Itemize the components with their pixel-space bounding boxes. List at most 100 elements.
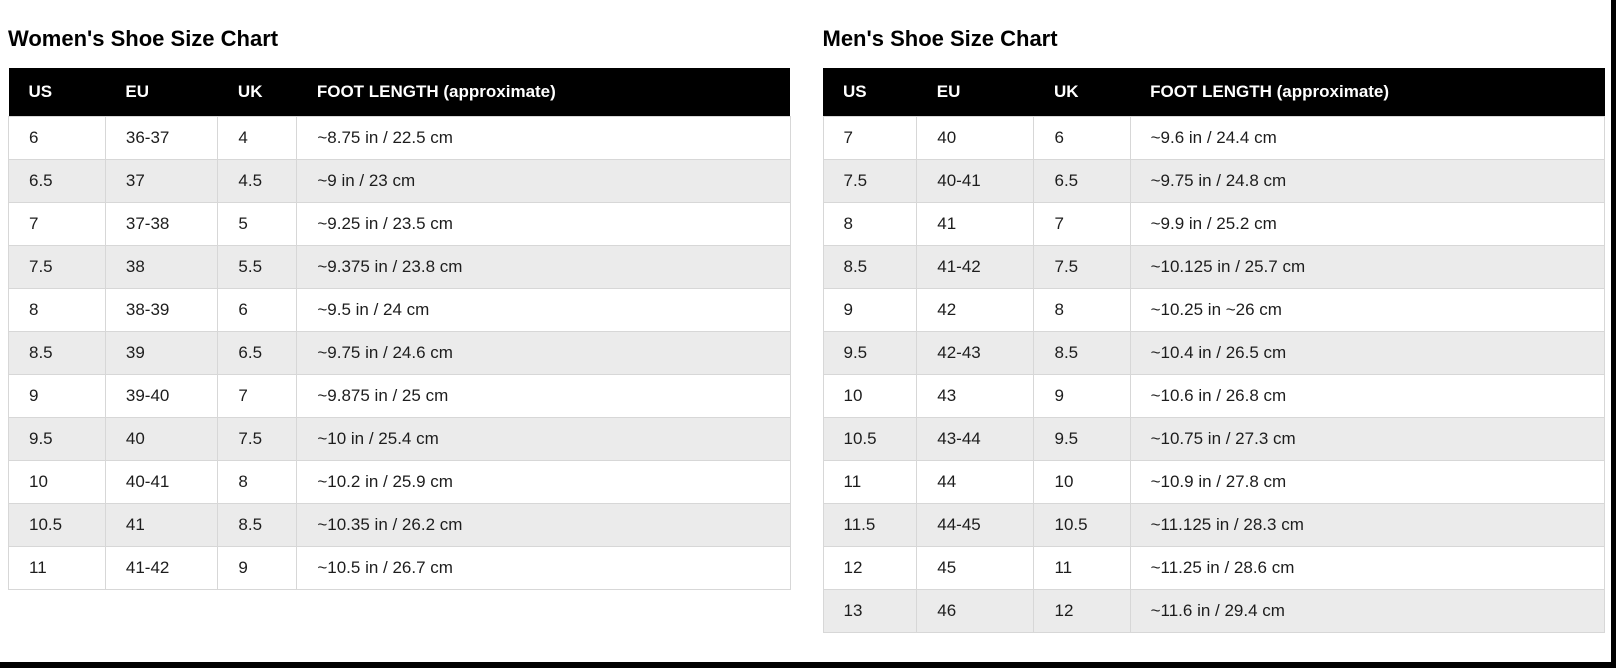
table-cell: 7: [1033, 202, 1131, 247]
table-cell: 9: [217, 546, 298, 591]
table-cell: ~11.25 in / 28.6 cm: [1129, 546, 1606, 591]
table-header: US EU UK FOOT LENGTH (approximate): [8, 68, 790, 117]
table-row: 10.5 43-44 9.5 ~10.75 in / 27.3 cm: [822, 417, 1606, 462]
table-cell: 8: [217, 460, 298, 505]
table-cell: 10.5: [1033, 503, 1131, 548]
table-row: 9.5 40 7.5 ~10 in / 25.4 cm: [8, 417, 791, 462]
table-cell: 5: [217, 202, 298, 247]
table-cell: 39: [104, 331, 219, 376]
table-body: 7 40 6 ~9.6 in / 24.4 cm 7.5 40-41 6.5 ~9.75 in…: [822, 116, 1606, 634]
table-cell: ~10.25 in ~26 cm: [1129, 288, 1606, 333]
table-cell: ~9 in / 23 cm: [296, 159, 791, 204]
womens-size-chart-table: US EU UK FOOT LENGTH (approximate) 6 36-37 4 ~…: [8, 68, 791, 591]
table-cell: 10.5: [8, 503, 106, 548]
column-header: EU: [916, 68, 1034, 117]
table-row: 8.5 39 6.5 ~9.75 in / 24.6 cm: [8, 331, 791, 376]
table-cell: 7.5: [217, 417, 298, 462]
table-cell: 44: [916, 460, 1035, 505]
table-row: 7.5 40-41 6.5 ~9.75 in / 24.8 cm: [822, 159, 1606, 204]
table-cell: 6.5: [217, 331, 298, 376]
table-cell: 44-45: [916, 503, 1035, 548]
table-row: 13 46 12 ~11.6 in / 29.4 cm: [822, 589, 1606, 634]
table-cell: 11: [8, 546, 106, 591]
mens-chart-title: Men's Shoe Size Chart: [822, 26, 1058, 51]
table-cell: 7.5: [8, 245, 106, 290]
table-cell: 8.5: [822, 245, 918, 290]
table-cell: 11: [1033, 546, 1131, 591]
table-cell: 40: [104, 417, 219, 462]
table-cell: 13: [822, 589, 918, 634]
table-row: 10 40-41 8 ~10.2 in / 25.9 cm: [8, 460, 791, 505]
table-row: 11.5 44-45 10.5 ~11.125 in / 28.3 cm: [822, 503, 1606, 548]
table-cell: 11.5: [822, 503, 918, 548]
table-cell: ~10.9 in / 27.8 cm: [1129, 460, 1606, 505]
table-cell: ~10.125 in / 25.7 cm: [1129, 245, 1606, 290]
screen-edge-bar-right: [1611, 0, 1616, 668]
table-cell: 9: [1033, 374, 1131, 419]
table-cell: 41: [104, 503, 219, 548]
table-cell: 12: [1033, 589, 1131, 634]
table-cell: ~10.35 in / 26.2 cm: [296, 503, 791, 548]
table-header: US EU UK FOOT LENGTH (approximate): [823, 68, 1605, 117]
table-cell: 43-44: [916, 417, 1035, 462]
table-row: 9 39-40 7 ~9.875 in / 25 cm: [8, 374, 791, 419]
table-cell: ~10.5 in / 26.7 cm: [296, 546, 791, 591]
screen-edge-bar-bottom: [0, 662, 1616, 668]
table-cell: ~10.75 in / 27.3 cm: [1129, 417, 1606, 462]
table-row: 9.5 42-43 8.5 ~10.4 in / 26.5 cm: [822, 331, 1606, 376]
table-body: 6 36-37 4 ~8.75 in / 22.5 cm 6.5 37 4.5 ~9 in /…: [8, 116, 791, 591]
table-cell: 42: [916, 288, 1035, 333]
column-header: US: [823, 68, 917, 117]
table-cell: 8.5: [8, 331, 106, 376]
table-cell: 6.5: [1033, 159, 1131, 204]
table-row: 11 41-42 9 ~10.5 in / 26.7 cm: [8, 546, 791, 591]
table-cell: ~10.2 in / 25.9 cm: [296, 460, 791, 505]
table-row: 7 40 6 ~9.6 in / 24.4 cm: [822, 116, 1606, 161]
column-header: FOOT LENGTH (approximate): [1130, 68, 1605, 117]
table-row: 10.5 41 8.5 ~10.35 in / 26.2 cm: [8, 503, 791, 548]
table-cell: 10: [8, 460, 106, 505]
size-charts-container: Women's Shoe Size Chart US EU UK FOOT LENGT…: [8, 8, 1606, 634]
table-cell: 9: [822, 288, 918, 333]
column-header: EU: [105, 68, 218, 117]
table-cell: 7.5: [822, 159, 918, 204]
table-cell: ~9.75 in / 24.6 cm: [296, 331, 791, 376]
table-cell: ~11.125 in / 28.3 cm: [1129, 503, 1606, 548]
table-cell: 38-39: [104, 288, 219, 333]
womens-chart-title: Women's Shoe Size Chart: [8, 26, 279, 51]
table-cell: 6.5: [8, 159, 106, 204]
table-row: 10 43 9 ~10.6 in / 26.8 cm: [822, 374, 1606, 419]
table-cell: 6: [8, 116, 106, 161]
mens-size-chart-table: US EU UK FOOT LENGTH (approximate) 7 40 6 ~9.6…: [822, 68, 1606, 634]
table-cell: 5.5: [217, 245, 298, 290]
table-cell: 8.5: [217, 503, 298, 548]
table-cell: 45: [916, 546, 1035, 591]
table-cell: 8: [822, 202, 918, 247]
table-cell: 7: [822, 116, 918, 161]
table-cell: 41: [916, 202, 1035, 247]
table-row: 6.5 37 4.5 ~9 in / 23 cm: [8, 159, 791, 204]
table-row: 8 38-39 6 ~9.5 in / 24 cm: [8, 288, 791, 333]
table-cell: ~9.5 in / 24 cm: [296, 288, 791, 333]
table-cell: 10: [822, 374, 918, 419]
table-row: 8.5 41-42 7.5 ~10.125 in / 25.7 cm: [822, 245, 1606, 290]
table-row: 9 42 8 ~10.25 in ~26 cm: [822, 288, 1606, 333]
mens-size-chart-section: Men's Shoe Size Chart US EU UK FOOT LENGTH …: [822, 8, 1606, 634]
table-cell: ~9.25 in / 23.5 cm: [296, 202, 791, 247]
table-cell: 39-40: [104, 374, 219, 419]
table-cell: 7: [217, 374, 298, 419]
table-row: 11 44 10 ~10.9 in / 27.8 cm: [822, 460, 1606, 505]
table-cell: 7: [8, 202, 106, 247]
table-cell: 6: [217, 288, 298, 333]
table-cell: 4.5: [217, 159, 298, 204]
table-cell: 7.5: [1033, 245, 1131, 290]
table-cell: ~8.75 in / 22.5 cm: [296, 116, 791, 161]
table-cell: 9.5: [8, 417, 106, 462]
table-cell: 9.5: [822, 331, 918, 376]
table-cell: ~9.375 in / 23.8 cm: [296, 245, 791, 290]
column-header: FOOT LENGTH (approximate): [296, 68, 790, 117]
table-cell: 10.5: [822, 417, 918, 462]
column-header: US: [8, 68, 106, 117]
table-cell: ~10 in / 25.4 cm: [296, 417, 791, 462]
